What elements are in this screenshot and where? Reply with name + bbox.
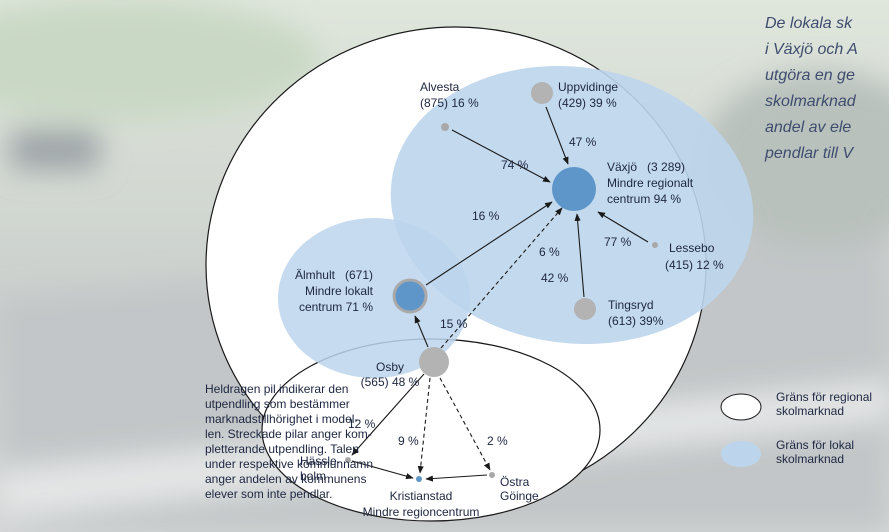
legend-label: skolmarknad [776,404,844,418]
edge-label: 9 % [398,434,419,448]
node [552,167,596,211]
edge-label: 6 % [539,245,560,259]
node [441,123,449,131]
edge-label: 74 % [501,158,529,172]
node-label: Tingsryd [608,298,654,312]
arrow [351,460,414,480]
node-labels: Uppvidinge (429) 39 % Alvesta (875) 16 %… [295,80,724,519]
node [652,242,658,248]
quote: De lokala sk i Växjö och A utgöra en ge … [764,15,858,162]
legend: Gräns för regional skolmarknad Gräns för… [720,390,872,467]
note-line: under respektive kommunnamn [205,457,373,471]
node-label: (565) 48 % [361,375,420,389]
local-boundary [278,218,470,378]
legend-label: Gräns för regional [776,390,872,404]
note-line: marknadstillhörighet i model- [205,412,358,426]
legend-label: Gräns för lokal [776,438,854,452]
quote-line: i Växjö och A [765,41,858,58]
node-label: Göinge [500,489,539,503]
arrow [545,106,569,165]
node-label: Osby [376,360,404,374]
nodes [345,82,658,482]
node-label: holm [300,469,326,483]
legend-swatch [720,393,762,421]
node-label: Alvesta [420,80,460,94]
legend-label: skolmarknad [776,452,844,466]
edge-label: 42 % [541,271,569,285]
arrow [574,213,585,298]
quote-line: De lokala sk [765,15,853,32]
arrow [414,315,429,348]
note-line: pletterande utpendling. Talen [205,442,359,456]
edge-label: 12 % [348,417,376,431]
node-label: Hässle- [300,454,341,468]
node-label: Kristianstad [390,489,453,503]
edge-label: 16 % [472,209,500,223]
node [416,476,422,482]
arrow [425,474,488,482]
note-line: Heldragen pil indikerar den [205,382,348,396]
node-label: Lessebo [669,241,715,255]
edge-label: 2 % [487,434,508,448]
node-label: Mindre lokalt [305,284,374,298]
node-label: Uppvidinge [558,80,618,94]
node-label: Växjö (3 289) [607,160,685,174]
node [574,298,596,320]
edge-labels: 47 % 74 % 77 % 42 % 16 % 6 % 15 % 12 % 9… [348,135,632,448]
node-label: (875) 16 % [420,96,479,110]
note-line: len. Streckade pilar anger kom- [205,427,372,441]
arrows [351,106,649,482]
node-label: Östra [500,475,530,489]
node-label: Mindre regionalt [607,176,694,190]
arrow [439,377,491,471]
arrow [451,129,551,183]
note-line: elever som inte pendlar. [205,487,332,501]
arrow [425,201,553,286]
edge-label: 15 % [440,317,468,331]
edge-label: 47 % [569,135,597,149]
node-label: (415) 12 % [665,258,724,272]
node [531,82,553,104]
quote-line: skolmarknad [765,93,857,110]
quote-line: pendlar till V [764,145,854,162]
quote-line: andel av ele [765,119,851,136]
node [419,347,449,377]
node [489,472,495,478]
quote-line: utgöra en ge [765,67,855,84]
node-label: (613) 39% [608,314,664,328]
arrow [351,373,425,456]
node [345,457,351,463]
node-label: centrum 94 % [607,192,681,206]
arrow [417,377,431,474]
node [392,278,428,314]
legend-swatch [721,441,761,467]
arrow [597,211,649,243]
arrow [440,207,563,349]
node-label: Mindre regioncentrum [363,505,480,519]
node-label: Älmhult (671) [295,268,373,282]
note-line: utpendling som bestämmer [205,397,350,411]
edge-label: 77 % [604,235,632,249]
node-label: centrum 71 % [299,300,373,314]
note: Heldragen pil indikerar den utpendling s… [205,382,373,501]
node-label: (429) 39 % [558,96,617,110]
note-line: anger andelen av kommunens [205,472,366,486]
